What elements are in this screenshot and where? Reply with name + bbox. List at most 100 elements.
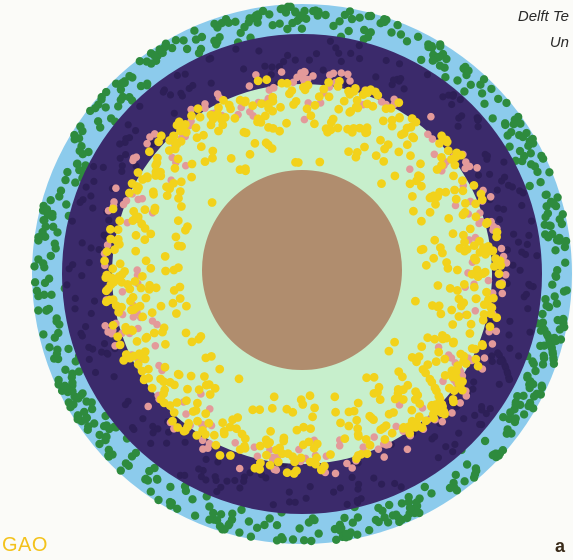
yellow-particle: [262, 450, 271, 460]
yellow-particle: [148, 187, 158, 197]
green-particle: [246, 532, 256, 541]
yellow-particle: [470, 253, 479, 263]
purple-particle: [474, 115, 483, 123]
green-particle: [477, 89, 487, 98]
yellow-particle: [449, 386, 459, 396]
yellow-particle: [482, 217, 492, 227]
green-particle: [131, 448, 141, 458]
pink-particle: [448, 409, 456, 417]
purple-particle: [78, 239, 86, 247]
purple-particle: [85, 259, 93, 267]
green-particle: [385, 500, 394, 510]
green-particle: [353, 530, 362, 539]
yellow-particle: [344, 407, 354, 417]
yellow-particle: [333, 123, 343, 133]
yellow-particle: [314, 92, 324, 101]
yellow-particle: [276, 102, 285, 112]
purple-particle: [335, 49, 343, 57]
green-particle: [553, 193, 562, 202]
green-particle: [81, 414, 90, 424]
purple-particle: [232, 45, 240, 53]
purple-particle: [71, 294, 79, 302]
green-particle: [116, 85, 126, 94]
green-particle: [46, 251, 55, 261]
green-particle: [54, 380, 63, 389]
yellow-particle: [369, 372, 379, 382]
yellow-particle: [182, 301, 191, 311]
yellow-particle: [381, 104, 391, 114]
yellow-particle: [425, 207, 435, 217]
green-particle: [513, 392, 522, 401]
yellow-particle: [172, 398, 182, 407]
green-particle: [374, 503, 383, 513]
yellow-particle: [395, 113, 404, 123]
pink-particle: [428, 135, 437, 143]
yellow-particle: [381, 421, 391, 430]
yellow-particle: [479, 300, 489, 309]
yellow-particle: [173, 154, 183, 164]
yellow-particle: [173, 216, 183, 226]
green-particle: [78, 150, 88, 159]
yellow-particle: [298, 400, 308, 409]
purple-particle: [90, 177, 98, 185]
purple-particle: [285, 488, 293, 496]
yellow-particle: [373, 90, 383, 100]
yellow-particle: [292, 466, 301, 475]
green-particle: [52, 349, 62, 359]
yellow-particle: [408, 132, 417, 142]
yellow-particle: [140, 235, 150, 245]
green-particle: [313, 11, 322, 20]
purple-particle: [95, 246, 103, 254]
green-particle: [428, 56, 437, 65]
green-particle: [73, 412, 82, 422]
yellow-particle: [429, 253, 439, 263]
yellow-particle: [479, 243, 488, 253]
green-particle: [69, 400, 78, 409]
yellow-particle: [127, 179, 137, 188]
pink-particle: [501, 271, 510, 279]
yellow-particle: [444, 214, 454, 223]
yellow-particle: [211, 440, 221, 450]
yellow-particle: [328, 114, 338, 124]
yellow-particle: [175, 294, 185, 303]
yellow-particle: [188, 407, 198, 416]
pink-particle: [346, 77, 354, 85]
green-particle: [445, 483, 455, 493]
green-particle: [392, 510, 401, 519]
purple-particle: [139, 415, 147, 423]
purple-particle: [470, 378, 478, 386]
yellow-particle: [442, 258, 451, 267]
green-particle: [526, 149, 535, 158]
yellow-particle: [449, 337, 458, 347]
yellow-particle: [175, 187, 185, 196]
pink-particle: [277, 68, 286, 76]
yellow-particle: [169, 178, 179, 188]
purple-particle: [240, 65, 248, 73]
yellow-particle: [133, 168, 143, 177]
green-particle: [63, 167, 72, 177]
purple-particle: [494, 204, 502, 212]
green-particle: [166, 482, 175, 492]
yellow-particle: [169, 408, 179, 417]
green-particle: [30, 262, 39, 271]
green-particle: [55, 320, 64, 329]
green-particle: [154, 495, 163, 505]
green-particle: [562, 286, 571, 295]
purple-particle: [397, 483, 405, 491]
yellow-particle: [214, 126, 223, 136]
yellow-particle: [140, 354, 150, 364]
pink-particle: [344, 70, 352, 79]
green-particle: [551, 271, 560, 280]
purple-particle: [397, 75, 405, 83]
yellow-particle: [397, 130, 406, 140]
yellow-particle: [423, 360, 433, 369]
green-particle: [258, 6, 268, 16]
yellow-particle: [306, 111, 316, 121]
purple-particle: [448, 100, 456, 109]
yellow-particle: [450, 185, 459, 195]
yellow-particle: [406, 151, 415, 161]
green-particle: [212, 516, 222, 525]
green-particle: [335, 17, 344, 26]
purple-particle: [326, 37, 334, 45]
yellow-particle: [456, 301, 466, 311]
